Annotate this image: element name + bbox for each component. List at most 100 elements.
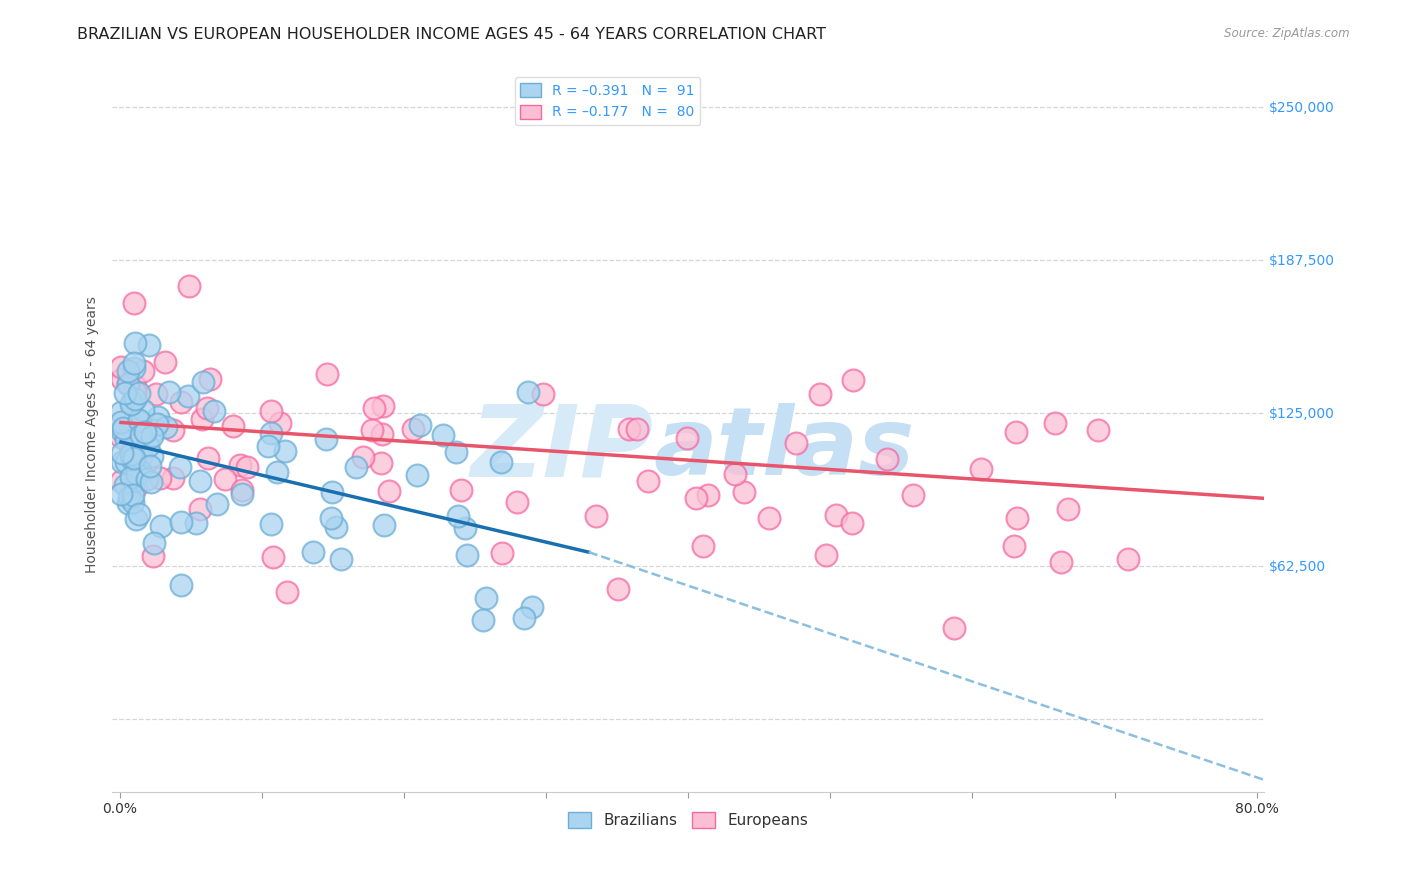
- Point: [513, 611, 536, 625]
- Text: atlas: atlas: [654, 403, 915, 495]
- Point: [132, 402, 155, 417]
- Point: [177, 389, 200, 403]
- Point: [114, 478, 136, 492]
- Point: [489, 455, 512, 469]
- Point: [274, 443, 297, 458]
- Point: [733, 485, 755, 500]
- Point: [269, 416, 291, 430]
- Point: [139, 459, 162, 474]
- Point: [724, 467, 747, 481]
- Point: [607, 582, 630, 596]
- Point: [450, 483, 472, 497]
- Point: [118, 377, 141, 392]
- Point: [409, 417, 432, 432]
- Point: [371, 399, 394, 413]
- Point: [110, 405, 132, 419]
- Point: [191, 375, 214, 389]
- Point: [186, 516, 208, 531]
- Point: [134, 425, 156, 439]
- Text: BRAZILIAN VS EUROPEAN HOUSEHOLDER INCOME AGES 45 - 64 YEARS CORRELATION CHART: BRAZILIAN VS EUROPEAN HOUSEHOLDER INCOME…: [77, 27, 827, 42]
- Point: [169, 460, 191, 475]
- Point: [195, 401, 218, 416]
- Point: [112, 421, 135, 435]
- Point: [131, 428, 153, 442]
- Point: [1004, 425, 1026, 439]
- Point: [114, 386, 136, 401]
- Point: [692, 539, 714, 553]
- Point: [115, 455, 138, 469]
- Point: [402, 422, 425, 436]
- Point: [876, 452, 898, 467]
- Point: [302, 545, 325, 559]
- Point: [456, 548, 478, 562]
- Point: [120, 470, 142, 484]
- Point: [236, 459, 259, 474]
- Point: [127, 467, 149, 481]
- Point: [474, 591, 496, 605]
- Point: [260, 404, 283, 418]
- Point: [155, 419, 177, 434]
- Point: [120, 397, 142, 411]
- Point: [785, 436, 807, 450]
- Point: [124, 360, 146, 375]
- Point: [110, 424, 132, 438]
- Point: [111, 372, 134, 386]
- Point: [170, 515, 193, 529]
- Point: [122, 495, 145, 509]
- Point: [141, 475, 163, 490]
- Point: [585, 509, 607, 524]
- Point: [370, 427, 392, 442]
- Point: [1050, 555, 1073, 569]
- Point: [260, 517, 283, 532]
- Point: [214, 472, 236, 486]
- Point: [758, 511, 780, 525]
- Point: [125, 467, 148, 482]
- Point: [117, 363, 139, 377]
- Point: [153, 355, 176, 369]
- Point: [373, 518, 395, 533]
- Point: [228, 458, 250, 473]
- Point: [626, 422, 648, 436]
- Point: [446, 444, 468, 458]
- Point: [471, 613, 494, 627]
- Point: [170, 578, 193, 592]
- Point: [266, 465, 288, 479]
- Point: [110, 415, 132, 429]
- Point: [141, 449, 163, 463]
- Point: [143, 423, 166, 437]
- Point: [138, 338, 160, 352]
- Text: Source: ZipAtlas.com: Source: ZipAtlas.com: [1225, 27, 1350, 40]
- Point: [124, 392, 146, 406]
- Point: [378, 484, 401, 499]
- Point: [118, 490, 141, 504]
- Point: [120, 447, 142, 461]
- Point: [122, 488, 145, 502]
- Point: [110, 486, 132, 500]
- Legend: Brazilians, Europeans: Brazilians, Europeans: [562, 806, 814, 834]
- Point: [143, 536, 166, 550]
- Point: [110, 359, 132, 374]
- Point: [1045, 417, 1067, 431]
- Point: [815, 548, 838, 562]
- Point: [200, 372, 222, 386]
- Point: [256, 438, 278, 452]
- Point: [110, 430, 132, 444]
- Point: [121, 442, 143, 456]
- Point: [697, 488, 720, 502]
- Text: ZIP: ZIP: [471, 401, 654, 498]
- Point: [188, 474, 211, 488]
- Point: [262, 550, 284, 565]
- Point: [170, 394, 193, 409]
- Point: [131, 364, 153, 378]
- Point: [231, 487, 253, 501]
- Point: [222, 419, 245, 434]
- Point: [1116, 552, 1139, 566]
- Point: [111, 446, 134, 460]
- Point: [315, 367, 337, 381]
- Point: [1005, 511, 1028, 525]
- Point: [321, 484, 343, 499]
- Point: [447, 508, 470, 523]
- Point: [352, 450, 374, 464]
- Point: [145, 386, 167, 401]
- Point: [808, 387, 831, 401]
